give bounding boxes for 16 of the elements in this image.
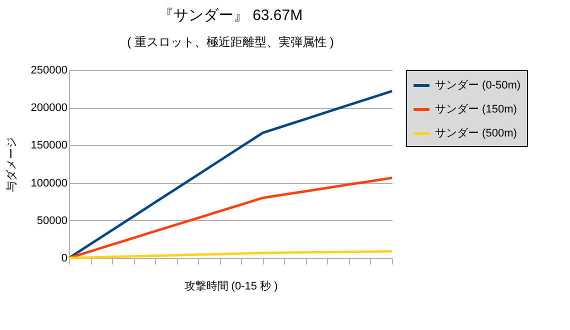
line-series (68, 176, 394, 260)
y-tick-label: 150000 (30, 140, 68, 152)
y-tick-label: 50000 (36, 214, 68, 227)
x-axis-title: 攻撃時間 (0-15 秒 ) (184, 280, 278, 292)
y-axis-title: 与ダメージ (4, 137, 18, 192)
y-tick-label: 0 (61, 252, 68, 264)
y-tick-label: 250000 (30, 64, 68, 76)
y-tick-label: 100000 (30, 177, 68, 190)
chart-title: 『サンダー』 63.67M (158, 7, 303, 24)
legend-label: サンダー (0-50m) (435, 80, 521, 92)
chart-subtitle: ( 重スロット、極近距離型、実弾属性 ) (127, 35, 334, 49)
legend-label: サンダー (500m) (435, 128, 517, 140)
line-series (68, 250, 394, 260)
line-series (68, 90, 394, 260)
y-tick-label: 200000 (30, 102, 68, 114)
legend-label: サンダー (150m) (435, 104, 517, 116)
